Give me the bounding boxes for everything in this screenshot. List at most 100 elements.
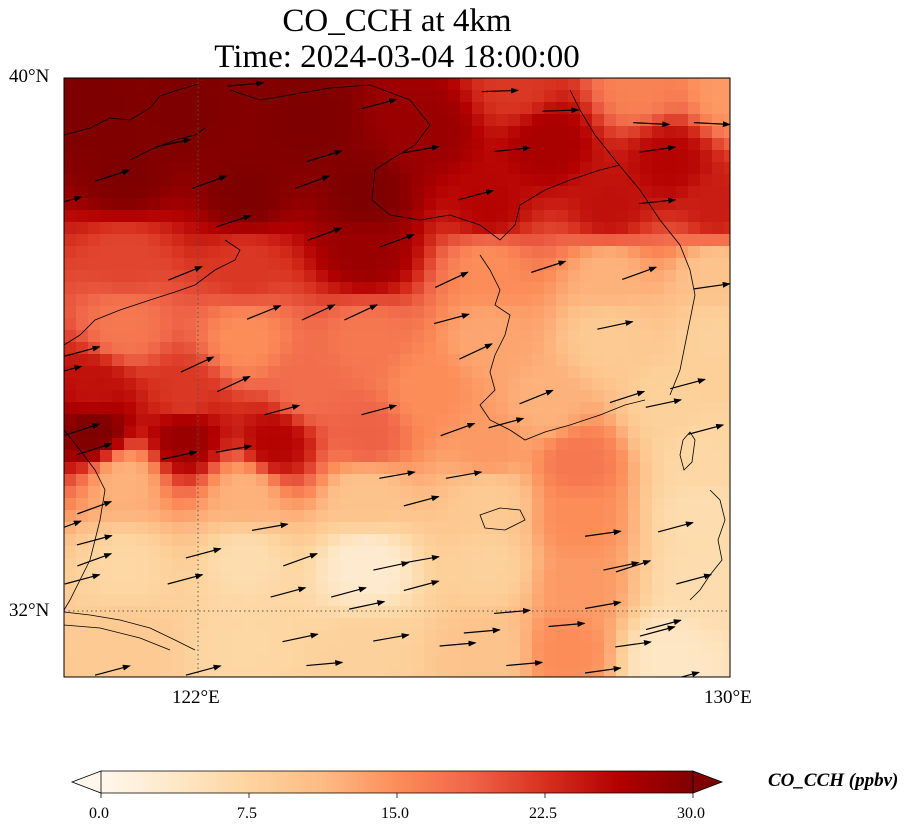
field-cell (460, 318, 473, 331)
field-cell (604, 390, 617, 403)
field-cell (508, 186, 521, 199)
field-cell (460, 378, 473, 391)
field-cell (592, 258, 605, 271)
field-cell (508, 114, 521, 127)
field-cell (424, 270, 437, 283)
field-cell (172, 438, 185, 451)
field-cell (652, 570, 665, 583)
field-cell (172, 78, 185, 91)
field-cell (376, 198, 389, 211)
field-cell (484, 582, 497, 595)
field-cell (556, 366, 569, 379)
wind-arrow (609, 390, 646, 404)
field-cell (472, 570, 485, 583)
wind-arrow (373, 633, 410, 642)
field-cell (496, 78, 509, 91)
field-cell (184, 582, 197, 595)
wind-arrow (403, 580, 440, 592)
field-cell (628, 78, 641, 91)
field-cell (544, 138, 557, 151)
field-cell (724, 258, 730, 271)
field-cell (676, 654, 689, 667)
field-cell (304, 306, 317, 319)
field-cell (532, 162, 545, 175)
field-cell (172, 102, 185, 115)
field-cell (472, 258, 485, 271)
field-cell (448, 174, 461, 187)
field-cell (712, 198, 725, 211)
field-cell (88, 186, 101, 199)
field-cell (496, 126, 509, 139)
field-cell (484, 114, 497, 127)
field-cell (580, 282, 593, 295)
field-cell (148, 498, 161, 511)
field-cell (352, 174, 365, 187)
field-cell (580, 306, 593, 319)
field-cell (700, 342, 713, 355)
field-cell (352, 642, 365, 655)
field-cell (544, 558, 557, 571)
field-cell (580, 462, 593, 475)
field-cell (88, 498, 101, 511)
field-cell (724, 654, 730, 667)
field-cell (592, 78, 605, 91)
field-cell (364, 342, 377, 355)
field-cell (136, 534, 149, 547)
field-cell (328, 654, 341, 667)
field-cell (580, 294, 593, 307)
field-cell (448, 594, 461, 607)
field-cell (436, 102, 449, 115)
field-cell (580, 642, 593, 655)
field-cell (388, 642, 401, 655)
field-cell (604, 450, 617, 463)
field-cell (676, 558, 689, 571)
field-cell (484, 402, 497, 415)
field-cell (472, 150, 485, 163)
field-cell (352, 102, 365, 115)
field-cell (520, 486, 533, 499)
field-cell (316, 498, 329, 511)
field-cell (568, 642, 581, 655)
field-cell (64, 450, 77, 463)
field-cell (100, 210, 113, 223)
field-cell (472, 402, 485, 415)
field-cell (172, 510, 185, 523)
field-cell (520, 438, 533, 451)
field-cell (196, 90, 209, 103)
field-cell (268, 282, 281, 295)
field-cell (208, 354, 221, 367)
field-cell (640, 186, 653, 199)
field-cell (304, 78, 317, 91)
field-cell (424, 102, 437, 115)
wind-arrow (77, 553, 113, 567)
field-cell (208, 414, 221, 427)
field-cell (340, 342, 353, 355)
field-cell (472, 510, 485, 523)
field-cell (652, 486, 665, 499)
field-cell (592, 594, 605, 607)
field-cell (544, 510, 557, 523)
field-cell (328, 306, 341, 319)
field-cell (640, 414, 653, 427)
field-cell (64, 90, 77, 103)
field-cell (172, 570, 185, 583)
field-cell (208, 246, 221, 259)
field-cell (352, 594, 365, 607)
field-cell (664, 426, 677, 439)
wind-arrow (307, 227, 343, 241)
field-cell (556, 510, 569, 523)
field-cell (124, 462, 137, 475)
field-cell (196, 246, 209, 259)
field-cell (76, 642, 89, 655)
field-cell (64, 426, 77, 439)
wind-arrow (463, 627, 501, 634)
field-cell (76, 162, 89, 175)
field-cell (400, 102, 413, 115)
field-cell (172, 150, 185, 163)
field-cell (100, 606, 113, 619)
field-cell (256, 318, 269, 331)
field-cell (328, 186, 341, 199)
field-cell (568, 138, 581, 151)
field-cell (460, 282, 473, 295)
field-cell (460, 102, 473, 115)
